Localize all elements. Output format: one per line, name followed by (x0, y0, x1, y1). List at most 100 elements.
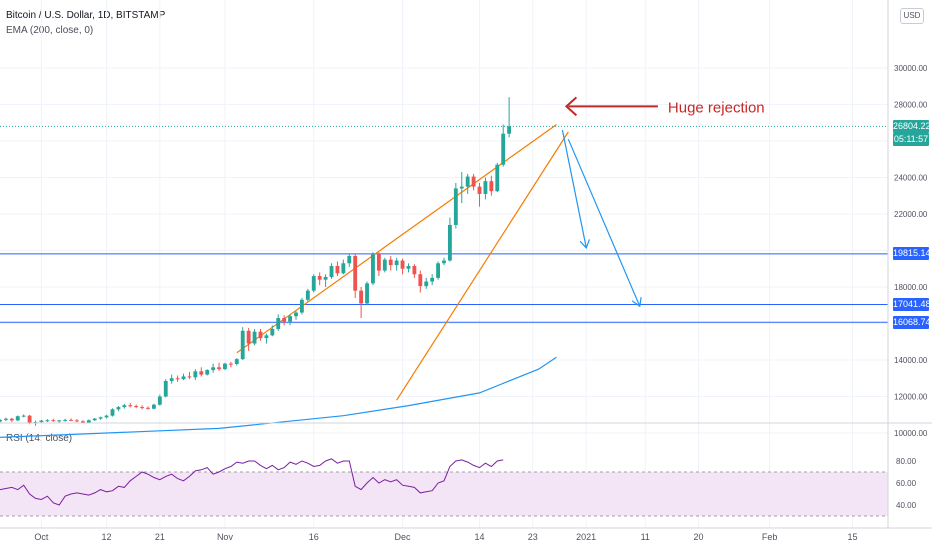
candle (110, 408, 115, 417)
candle-body (134, 405, 139, 408)
currency-button[interactable]: USD (900, 8, 924, 24)
candle (175, 375, 180, 382)
candle (246, 328, 251, 351)
candle (353, 254, 358, 298)
candle-body (175, 378, 180, 380)
candle (157, 394, 162, 406)
candle-body (181, 376, 186, 380)
x-tick-label: 23 (528, 532, 538, 542)
projection-arrow (561, 129, 586, 247)
projection-arrows (561, 129, 639, 305)
candle (258, 328, 263, 341)
candle-body (299, 299, 304, 313)
candle (323, 274, 328, 287)
candle-body (376, 254, 381, 271)
x-tick-label: 21 (155, 532, 165, 542)
candle (412, 264, 417, 278)
candle (453, 182, 458, 229)
countdown-tag: 05:11:57 (893, 132, 929, 146)
candle-body (465, 176, 470, 187)
candle (501, 124, 506, 167)
rsi-band (0, 472, 888, 516)
rsi-line (0, 458, 504, 506)
candle (376, 252, 381, 277)
candle (193, 369, 198, 381)
candle (199, 367, 204, 377)
candle (134, 404, 139, 409)
candle-body (288, 316, 293, 322)
candle-body (347, 255, 352, 264)
candle (116, 405, 121, 412)
candle (418, 270, 423, 293)
candle-body (442, 260, 446, 264)
candle-body (75, 420, 79, 422)
candle-body (15, 416, 20, 421)
level-price-tag: 16068.74 (893, 315, 931, 329)
y-tick-label: 18000.00 (894, 283, 928, 292)
candle-body (122, 405, 127, 408)
candle-body (151, 404, 156, 409)
candle (63, 418, 68, 422)
x-tick-label: 15 (847, 532, 857, 542)
candle (51, 418, 56, 422)
candle (98, 416, 103, 420)
candle (15, 415, 20, 422)
candle (264, 333, 269, 344)
rsi-pane (0, 458, 888, 517)
candle (140, 405, 145, 410)
candle-body (317, 276, 322, 280)
candle (128, 402, 133, 408)
wedge-lower-line (396, 131, 569, 401)
candle (151, 403, 156, 410)
candle-body (305, 290, 310, 300)
candle-body (98, 417, 103, 419)
candle-body (430, 277, 435, 282)
candle-body (69, 419, 73, 421)
candle (335, 261, 340, 277)
candle (45, 419, 50, 423)
candle-body (157, 396, 162, 405)
candle-body (169, 378, 174, 381)
ema-200-line (0, 356, 557, 438)
horizontal-levels (0, 125, 888, 323)
candle-body (371, 254, 375, 284)
level-price-tag: 17041.48 (893, 297, 931, 311)
candle-body (264, 335, 269, 339)
candle-body (323, 276, 328, 280)
candle (365, 281, 369, 306)
candle (394, 257, 399, 271)
projection-arrow (567, 138, 639, 305)
rsi-tick-label: 40.00 (896, 501, 917, 510)
candle-body (0, 419, 2, 422)
candle-body (240, 330, 245, 360)
candle-body (252, 331, 257, 344)
candle (436, 261, 441, 280)
candle-body (205, 370, 210, 375)
rsi-indicator-label[interactable]: RSI (14, close) (6, 433, 73, 444)
candle (382, 257, 387, 273)
candle-body (27, 415, 32, 423)
candle-body (39, 420, 44, 423)
ema-indicator-label[interactable]: EMA (200, close, 0) (6, 25, 94, 36)
candle-body (163, 380, 168, 397)
x-tick-label: 14 (475, 532, 485, 542)
candle (477, 182, 482, 207)
candle (388, 255, 393, 271)
candle-body (246, 330, 251, 344)
candle-body (282, 318, 287, 322)
candle (317, 272, 322, 286)
candle (211, 363, 216, 373)
candle (217, 362, 221, 371)
candle-body (217, 367, 221, 370)
candle (3, 417, 8, 422)
rejection-arrow-head (564, 96, 578, 117)
candle-body (489, 181, 494, 192)
candle-body (341, 263, 346, 274)
candle-body (146, 407, 150, 409)
candles (0, 97, 512, 426)
candle (359, 287, 364, 319)
candle-body (223, 363, 227, 370)
candle-body (459, 186, 464, 189)
